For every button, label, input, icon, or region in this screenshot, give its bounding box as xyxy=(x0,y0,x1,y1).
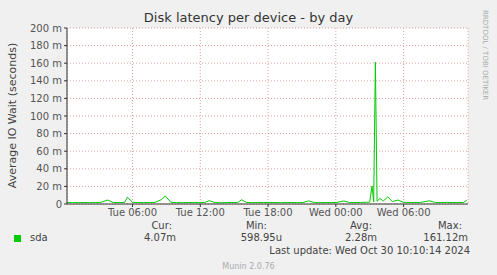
svg-text:200 m: 200 m xyxy=(30,23,62,34)
html-text:Avg:: Avg: xyxy=(350,220,372,231)
svg-text:0: 0 xyxy=(56,199,62,210)
html-text:2.28m: 2.28m xyxy=(345,232,377,243)
html-text:Average IO Wait (seconds): Average IO Wait (seconds) xyxy=(5,42,19,189)
html-text:598.95u: 598.95u xyxy=(240,232,282,243)
svg-text:80 m: 80 m xyxy=(36,128,62,139)
html-text:Min:: Min: xyxy=(245,220,267,231)
svg-text:Wed 00:00: Wed 00:00 xyxy=(309,207,363,218)
svg-text:120 m: 120 m xyxy=(30,93,62,104)
svg-text:40 m: 40 m xyxy=(36,163,62,174)
html-text:161.12m: 161.12m xyxy=(423,232,468,243)
svg-text:Tue 18:00: Tue 18:00 xyxy=(243,207,293,218)
svg-text:Tue 12:00: Tue 12:00 xyxy=(175,207,225,218)
html-text:Max:: Max: xyxy=(438,220,462,231)
html-text:Cur:: Cur: xyxy=(151,220,172,231)
svg-text:140 m: 140 m xyxy=(30,75,62,86)
html-text:4.07m: 4.07m xyxy=(144,232,176,243)
html-text:Disk latency per device - by d: Disk latency per device - by day xyxy=(143,10,354,25)
svg-text:100 m: 100 m xyxy=(30,111,62,122)
html-text:Munin 2.0.76: Munin 2.0.76 xyxy=(222,262,275,271)
html-text:sda: sda xyxy=(30,232,48,243)
html-text:RRDTOOL / TOBI OETIKER: RRDTOOL / TOBI OETIKER xyxy=(481,10,489,101)
svg-text:60 m: 60 m xyxy=(36,146,62,157)
svg-text:160 m: 160 m xyxy=(30,58,62,69)
html-text:Last update: Wed Oct 30 10:10:: Last update: Wed Oct 30 10:10:14 2024 xyxy=(269,245,470,256)
svg-text:180 m: 180 m xyxy=(30,40,62,51)
svg-text:Wed 06:00: Wed 06:00 xyxy=(377,207,431,218)
svg-text:Tue 06:00: Tue 06:00 xyxy=(107,207,157,218)
svg-text:20 m: 20 m xyxy=(36,181,62,192)
